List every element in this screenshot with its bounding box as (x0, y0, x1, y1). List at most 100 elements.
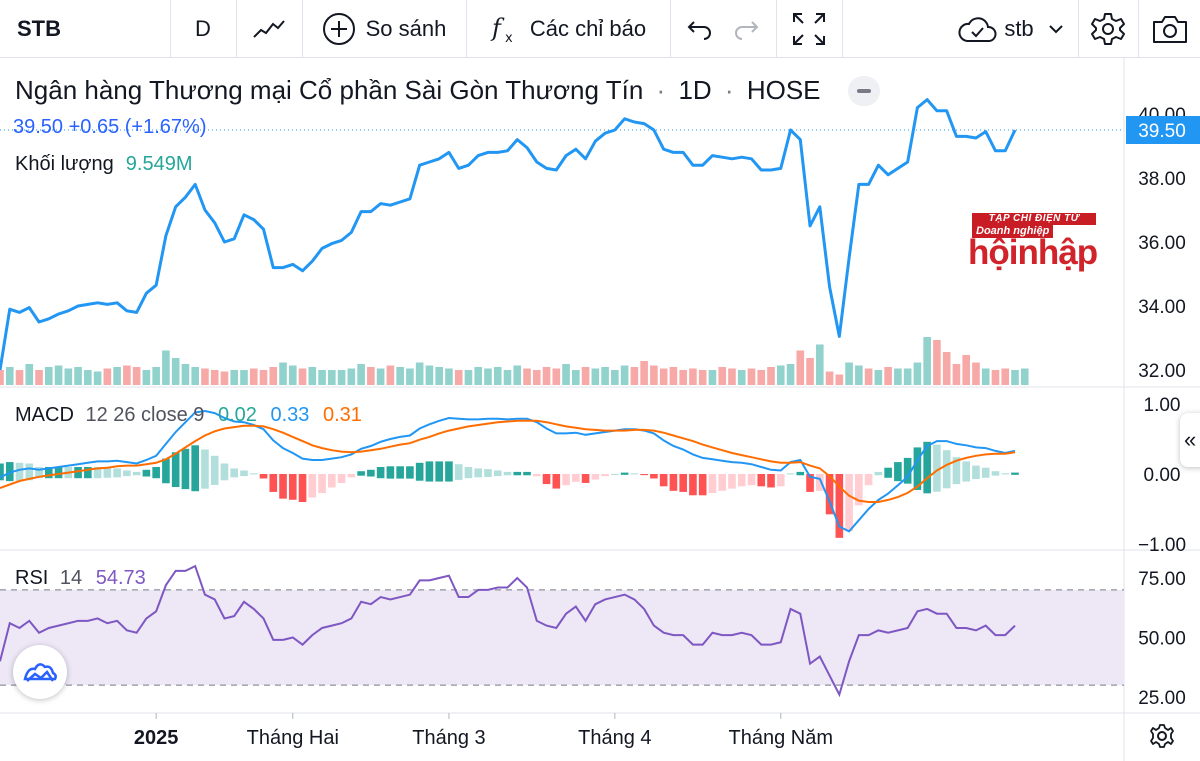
macd-params: 12 26 close 9 (85, 404, 205, 426)
volume-bar (93, 371, 102, 385)
macd-histogram-bar (737, 474, 746, 487)
volume-bar (728, 368, 736, 385)
title-separator: · (724, 75, 734, 105)
settings-button[interactable] (1078, 0, 1138, 57)
macd-name: MACD (15, 404, 74, 426)
compare-button[interactable]: So sánh (302, 0, 466, 57)
volume-bar (1011, 370, 1019, 385)
macd-line-value: 0.33 (270, 404, 310, 426)
volume-bar (806, 358, 814, 385)
symbol-search-button[interactable]: STB (0, 0, 78, 57)
macd-histogram-bar (679, 474, 687, 492)
rsi-band (0, 589, 1124, 686)
volume-bar (357, 364, 365, 385)
macd-histogram-bar (0, 463, 4, 481)
volume-bar (132, 367, 141, 385)
undo-icon (687, 20, 711, 40)
toolbar-divider (302, 0, 303, 57)
volume-bar (415, 362, 424, 385)
volume-bars (0, 337, 1029, 385)
company-name: Ngân hàng Thương mại Cổ phần Sài Gòn Thư… (15, 75, 644, 105)
macd-histogram-bar (825, 474, 834, 515)
toolbar-divider (170, 0, 171, 57)
macd-histogram-bar (581, 474, 590, 483)
macd-histogram-bar (435, 461, 443, 482)
volume-bar (74, 367, 82, 385)
volume-bar (503, 370, 512, 385)
chevron-down-icon (1048, 24, 1063, 33)
symbol-label: STB (17, 15, 61, 41)
interval-button[interactable]: D (170, 0, 236, 57)
macd-histogram-bar (913, 447, 922, 490)
volume-bar (884, 367, 892, 385)
volume-bar (259, 370, 268, 385)
macd-histogram-bar (386, 466, 395, 479)
volume-bar (864, 368, 873, 385)
last-price-label-box (1126, 116, 1200, 144)
macd-histogram-bar (981, 467, 990, 478)
macd-tick-label: −1.00 (1138, 535, 1186, 556)
macd-histogram-bar (181, 448, 190, 490)
last-price-label: 39.50 (1138, 121, 1186, 142)
chart-style-button[interactable] (236, 0, 302, 57)
macd-histogram-bar (620, 472, 629, 475)
volume-bar (747, 368, 756, 385)
volume-bar (396, 367, 404, 385)
macd-histogram-bar (259, 474, 268, 479)
cloud-check-icon (958, 16, 997, 42)
volume-bar (523, 368, 531, 385)
macd-line (0, 409, 1016, 533)
volume-bar (54, 365, 63, 385)
volume-bar (757, 370, 766, 385)
toolbar-divider (236, 0, 237, 57)
macd-hist-value: 0.02 (218, 404, 257, 426)
snapshot-button[interactable] (1140, 0, 1200, 57)
axis-settings-icon[interactable] (1150, 724, 1174, 748)
volume-bar (240, 370, 248, 385)
time-tick-label: Tháng Hai (247, 727, 339, 749)
volume-bar (279, 362, 287, 385)
macd-histogram-bar (630, 473, 639, 475)
macd-histogram-bar (210, 455, 219, 485)
cloud-layout-button[interactable]: stb (942, 0, 1078, 57)
undo-button[interactable] (680, 0, 720, 57)
macd-histogram-bar (220, 463, 229, 481)
macd-histogram-bar (93, 467, 102, 479)
volume-bar (493, 367, 502, 385)
redo-button[interactable] (726, 0, 766, 57)
volume-bar (191, 367, 199, 385)
macd-histogram-bar (933, 444, 941, 492)
macd-histogram-bar (171, 452, 180, 488)
volume-bar (123, 365, 131, 385)
macd-histogram-bar (884, 467, 892, 478)
expand-panel-button[interactable]: « (1180, 413, 1200, 467)
price-tick-label: 36.00 (1138, 233, 1186, 254)
macd-histogram-bar (132, 471, 141, 476)
macd-histogram-bar (659, 474, 668, 487)
volume-bar (171, 358, 180, 385)
fullscreen-icon (793, 12, 825, 45)
collapse-legend-button[interactable] (848, 76, 880, 106)
macd-histogram-bar (152, 467, 160, 479)
volume-bar (630, 367, 639, 385)
volume-bar (0, 370, 4, 385)
price-chart[interactable]: 40.0038.0036.0034.0032.0039.501.000.00−1… (0, 58, 1200, 761)
macd-histogram-bar (1001, 473, 1010, 475)
macd-histogram-bar (454, 464, 463, 480)
volume-bar (1020, 368, 1029, 385)
rsi-legend[interactable]: RSI 14 54.73 (15, 567, 146, 590)
macd-histogram-bar (240, 470, 248, 477)
macd-histogram-bar (347, 474, 356, 478)
tradingview-logo-button[interactable] (13, 645, 67, 699)
volume-bar (942, 352, 951, 385)
macd-histogram-bar (367, 469, 375, 477)
volume-bar (923, 337, 931, 385)
volume-bar (718, 367, 727, 385)
macd-histogram-bar (513, 471, 522, 476)
macd-legend[interactable]: MACD 12 26 close 9 0.02 0.33 0.31 (15, 404, 362, 427)
volume-bar (981, 368, 990, 385)
macd-pane (0, 409, 1019, 538)
volume-bar (376, 368, 385, 385)
fullscreen-button[interactable] (776, 0, 842, 57)
